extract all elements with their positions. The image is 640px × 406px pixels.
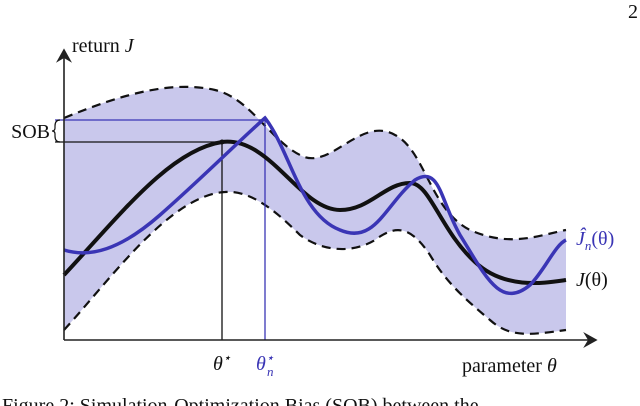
theta-n-star-sub: n (267, 364, 274, 379)
estimate-label-sub: n (585, 238, 592, 253)
caption: Figure 2: Simulation-Optimization Bias (… (2, 395, 479, 406)
upper-bound (63, 85, 567, 241)
estimate-label: Ĵn(θ) (576, 226, 614, 253)
y-axis-label-text: return (72, 35, 125, 57)
true-label-base: J (576, 269, 586, 291)
theta-star-sup: ⋆ (223, 350, 231, 365)
y-axis-symbol: J (125, 35, 135, 57)
sob-brace (51, 119, 61, 143)
page-number: 2 (628, 1, 638, 23)
theta-n-star-base: θ (256, 353, 266, 375)
estimate-label-base: Ĵ (576, 226, 587, 250)
estimate-label-arg: (θ) (591, 228, 614, 250)
true-max-point (219, 139, 225, 145)
x-axis-label-text: parameter (462, 355, 547, 377)
x-axis-symbol: θ (547, 355, 557, 377)
theta-star-base: θ (213, 353, 223, 375)
y-axis-label: return J (72, 35, 135, 57)
theta-star: θ⋆ (213, 350, 231, 375)
x-axis-label: parameter θ (462, 355, 557, 377)
true-label: J(θ) (576, 269, 608, 291)
sob-label: SOB (11, 121, 50, 143)
theta-n-star: θ⋆ n (256, 350, 274, 379)
estimate-curve (63, 115, 567, 296)
theta-n-star-sup: ⋆ (266, 350, 274, 365)
lower-bound (63, 190, 567, 335)
true-label-arg: (θ) (585, 269, 608, 291)
